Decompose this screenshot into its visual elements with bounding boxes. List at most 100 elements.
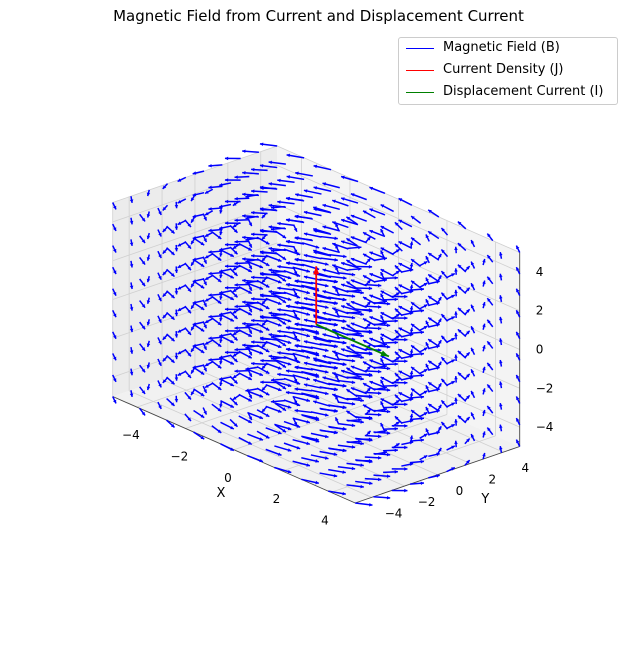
field-arrow	[129, 217, 134, 225]
field-arrow	[211, 231, 222, 240]
field-arrow	[219, 401, 223, 408]
field-arrow	[166, 290, 176, 299]
field-arrow	[129, 260, 134, 268]
field-arrow	[454, 311, 458, 318]
field-arrow	[220, 313, 235, 322]
field-arrow	[204, 296, 214, 302]
field-arrow	[482, 345, 486, 352]
field-arrow	[409, 287, 425, 292]
field-arrow	[208, 163, 223, 168]
field-arrow	[162, 226, 169, 233]
field-arrow	[499, 446, 503, 453]
field-arrow	[146, 297, 151, 304]
field-arrow	[303, 210, 322, 217]
field-arrow	[274, 424, 287, 433]
field-arrow	[328, 382, 346, 388]
field-arrow	[355, 329, 373, 335]
field-arrow	[146, 362, 151, 369]
field-arrow	[193, 409, 205, 419]
field-arrow	[470, 347, 476, 356]
field-arrow	[211, 382, 222, 391]
field-arrow	[204, 361, 214, 367]
field-arrow	[260, 229, 277, 234]
field-arrow	[234, 175, 250, 179]
field-arrow	[383, 297, 398, 302]
field-arrow	[208, 228, 223, 233]
field-arrow	[285, 369, 304, 374]
field-arrow	[380, 268, 394, 277]
field-arrow	[410, 215, 422, 224]
z-tick-label: −2	[536, 381, 554, 395]
field-arrow	[355, 372, 373, 378]
x-axis-label: X	[216, 486, 225, 501]
field-arrow	[427, 252, 440, 261]
field-arrow	[261, 384, 268, 392]
field-arrow	[364, 477, 382, 482]
field-arrow	[437, 339, 442, 347]
field-arrow	[437, 318, 442, 325]
field-arrow	[328, 339, 346, 345]
field-arrow	[139, 343, 146, 352]
field-arrow	[428, 323, 440, 328]
field-arrow	[162, 355, 169, 362]
field-arrow	[292, 418, 298, 426]
field-arrow	[446, 315, 456, 322]
field-arrow	[277, 329, 295, 334]
field-arrow	[208, 207, 223, 211]
field-arrow	[486, 383, 494, 393]
field-arrow	[482, 280, 486, 287]
field-arrow	[229, 311, 239, 320]
field-arrow	[428, 409, 440, 414]
field-arrow	[355, 416, 373, 421]
field-arrow	[162, 334, 169, 341]
field-arrow	[174, 266, 179, 273]
x-tick-label: 2	[273, 492, 281, 506]
field-arrow	[346, 441, 364, 446]
field-arrow	[256, 322, 270, 332]
field-arrow	[177, 284, 187, 290]
field-arrow	[283, 269, 301, 277]
field-arrow	[274, 272, 292, 280]
field-arrow	[356, 286, 373, 291]
field-arrow	[204, 188, 214, 195]
field-arrow	[294, 387, 312, 392]
field-arrow	[294, 236, 312, 241]
field-arrow	[174, 331, 179, 338]
field-arrow	[355, 502, 373, 507]
field-arrow	[515, 439, 521, 447]
field-arrow	[247, 347, 264, 355]
field-arrow	[251, 232, 268, 237]
field-arrow	[362, 317, 376, 327]
field-arrow	[428, 301, 440, 307]
field-arrow	[285, 347, 304, 352]
field-arrow	[259, 164, 278, 169]
field-arrow	[398, 283, 413, 293]
field-arrow	[303, 232, 322, 238]
z-tick-label: 2	[536, 304, 544, 318]
field-arrow	[190, 238, 196, 245]
field-arrow	[286, 153, 305, 159]
field-arrow	[383, 319, 398, 323]
field-arrow	[174, 309, 179, 317]
field-arrow	[409, 438, 425, 442]
field-arrow	[285, 304, 304, 309]
field-arrow	[157, 250, 162, 259]
field-arrow	[285, 326, 304, 331]
field-arrow	[259, 142, 278, 147]
field-arrow	[401, 397, 414, 403]
field-arrow	[319, 429, 338, 435]
field-arrow	[394, 372, 403, 381]
field-arrow	[383, 426, 398, 431]
field-arrow	[190, 216, 196, 224]
field-arrow	[394, 286, 403, 295]
field-arrow	[340, 305, 359, 312]
field-arrow	[283, 442, 301, 450]
field-arrow	[319, 342, 338, 349]
field-arrow	[419, 325, 428, 332]
y-tick-label: 2	[488, 472, 496, 486]
field-arrow	[319, 364, 338, 370]
field-arrow	[261, 363, 268, 370]
field-arrow	[409, 459, 425, 464]
field-arrow	[247, 411, 264, 420]
field-arrow	[265, 384, 282, 392]
